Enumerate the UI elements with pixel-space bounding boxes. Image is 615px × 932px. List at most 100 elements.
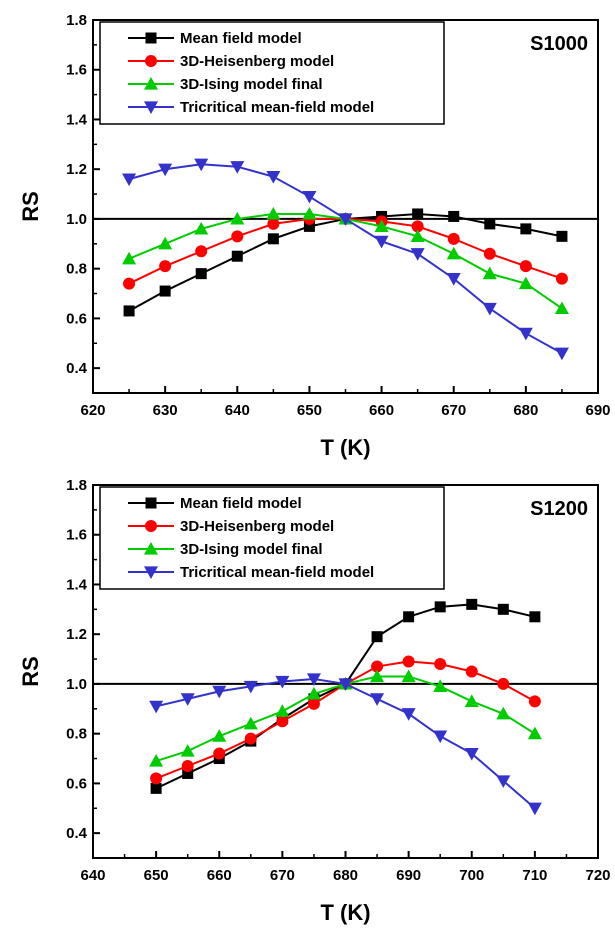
y-axis-title: RS <box>18 656 43 687</box>
data-point-0 <box>182 767 194 779</box>
x-axis-title: T (K) <box>320 435 370 460</box>
data-point-0 <box>448 210 460 222</box>
data-point-3 <box>554 347 569 361</box>
data-point-3 <box>370 693 385 706</box>
data-point-0 <box>123 305 135 317</box>
data-point-3 <box>122 173 137 187</box>
data-point-3 <box>446 273 461 286</box>
data-point-3 <box>518 327 533 341</box>
y-tick-label: 1.4 <box>66 576 88 593</box>
data-point-1 <box>181 759 194 772</box>
y-tick-label: 0.6 <box>66 775 87 792</box>
data-point-2 <box>401 669 416 683</box>
chart-panel-s1200: 640 650 660 670 680 690 700 710 720 0.4 0.6 0.8 1.0 1… <box>18 477 611 925</box>
y-tick-label: 1.4 <box>66 111 88 128</box>
data-point-1 <box>528 695 541 708</box>
data-point-1 <box>267 217 280 230</box>
data-point-1 <box>411 220 424 233</box>
legend-marker <box>145 32 157 44</box>
y-axis-title: RS <box>18 191 43 222</box>
y-tick-label: 1.8 <box>66 12 87 29</box>
y-tick-label: 1.0 <box>66 211 87 228</box>
legend-label: 3D-Ising model final <box>180 76 323 93</box>
data-point-3 <box>158 163 173 177</box>
legend-marker <box>144 77 158 90</box>
data-point-2 <box>302 206 317 220</box>
data-point-1 <box>497 677 510 690</box>
series-line-2 <box>128 212 563 310</box>
panel-label: S1200 <box>530 498 588 520</box>
y-tick-label: 0.8 <box>66 261 87 278</box>
x-tick-label: 640 <box>225 402 250 419</box>
data-point-0 <box>231 250 243 262</box>
data-point-3 <box>306 673 321 686</box>
data-point-2 <box>518 276 533 290</box>
data-point-3 <box>266 171 281 184</box>
legend-label: Tricritical mean-field model <box>180 99 374 116</box>
data-point-2 <box>122 251 137 265</box>
data-point-2 <box>446 246 461 260</box>
data-point-0 <box>434 601 446 613</box>
x-tick-label: 660 <box>207 867 232 884</box>
data-point-2 <box>243 716 258 730</box>
y-tick-label: 0.6 <box>66 310 87 327</box>
data-point-2 <box>158 236 173 250</box>
legend-label: Mean field model <box>180 495 302 512</box>
data-point-2 <box>433 679 448 693</box>
y-tick-label: 1.6 <box>66 62 87 79</box>
data-point-3 <box>194 158 209 172</box>
x-tick-label: 670 <box>441 402 466 419</box>
series-line-0 <box>128 212 563 312</box>
data-point-2 <box>410 229 425 242</box>
x-tick-label: 640 <box>80 867 105 884</box>
data-point-1 <box>213 747 226 760</box>
data-point-3 <box>212 685 227 699</box>
data-point-3 <box>243 680 258 694</box>
x-tick-label: 720 <box>585 867 610 884</box>
data-point-0 <box>556 230 568 242</box>
y-tick-label: 0.4 <box>66 825 88 842</box>
data-point-3 <box>401 708 416 721</box>
y-tick-label: 0.4 <box>66 360 88 377</box>
data-point-0 <box>303 220 315 232</box>
x-tick-label: 680 <box>513 402 538 419</box>
x-tick-label: 680 <box>333 867 358 884</box>
data-point-1 <box>244 732 257 745</box>
legend-label: Tricritical mean-field model <box>180 564 374 581</box>
data-point-2 <box>212 729 227 742</box>
data-point-0 <box>371 631 383 643</box>
x-tick-label: 690 <box>396 867 421 884</box>
data-point-2 <box>374 219 389 232</box>
data-point-2 <box>149 754 164 767</box>
data-point-0 <box>497 603 509 615</box>
data-point-2 <box>230 211 245 225</box>
legend-marker <box>145 55 157 67</box>
data-point-2 <box>275 704 290 717</box>
y-tick-label: 1.0 <box>66 676 87 693</box>
x-tick-label: 700 <box>459 867 484 884</box>
y-tick-label: 1.8 <box>66 477 87 494</box>
panel-label: S1000 <box>530 33 588 55</box>
data-point-0 <box>267 233 279 245</box>
data-point-1 <box>371 660 384 673</box>
x-tick-label: 650 <box>297 402 322 419</box>
y-tick-label: 0.8 <box>66 726 87 743</box>
legend-label: 3D-Heisenberg model <box>180 518 334 535</box>
legend-label: 3D-Ising model final <box>180 541 323 558</box>
data-point-1 <box>231 230 244 243</box>
data-point-2 <box>554 301 569 315</box>
x-tick-label: 670 <box>270 867 295 884</box>
legend-marker <box>144 566 158 579</box>
data-point-2 <box>464 694 479 707</box>
x-tick-label: 650 <box>144 867 169 884</box>
data-point-2 <box>266 206 281 220</box>
series-line-1 <box>128 217 563 285</box>
x-axis-title: T (K) <box>320 900 370 925</box>
data-point-1 <box>195 245 208 258</box>
legend-marker <box>144 101 158 114</box>
data-point-2 <box>370 669 385 683</box>
data-point-0 <box>159 285 171 297</box>
series-line-3 <box>155 677 536 810</box>
data-point-0 <box>466 598 478 610</box>
